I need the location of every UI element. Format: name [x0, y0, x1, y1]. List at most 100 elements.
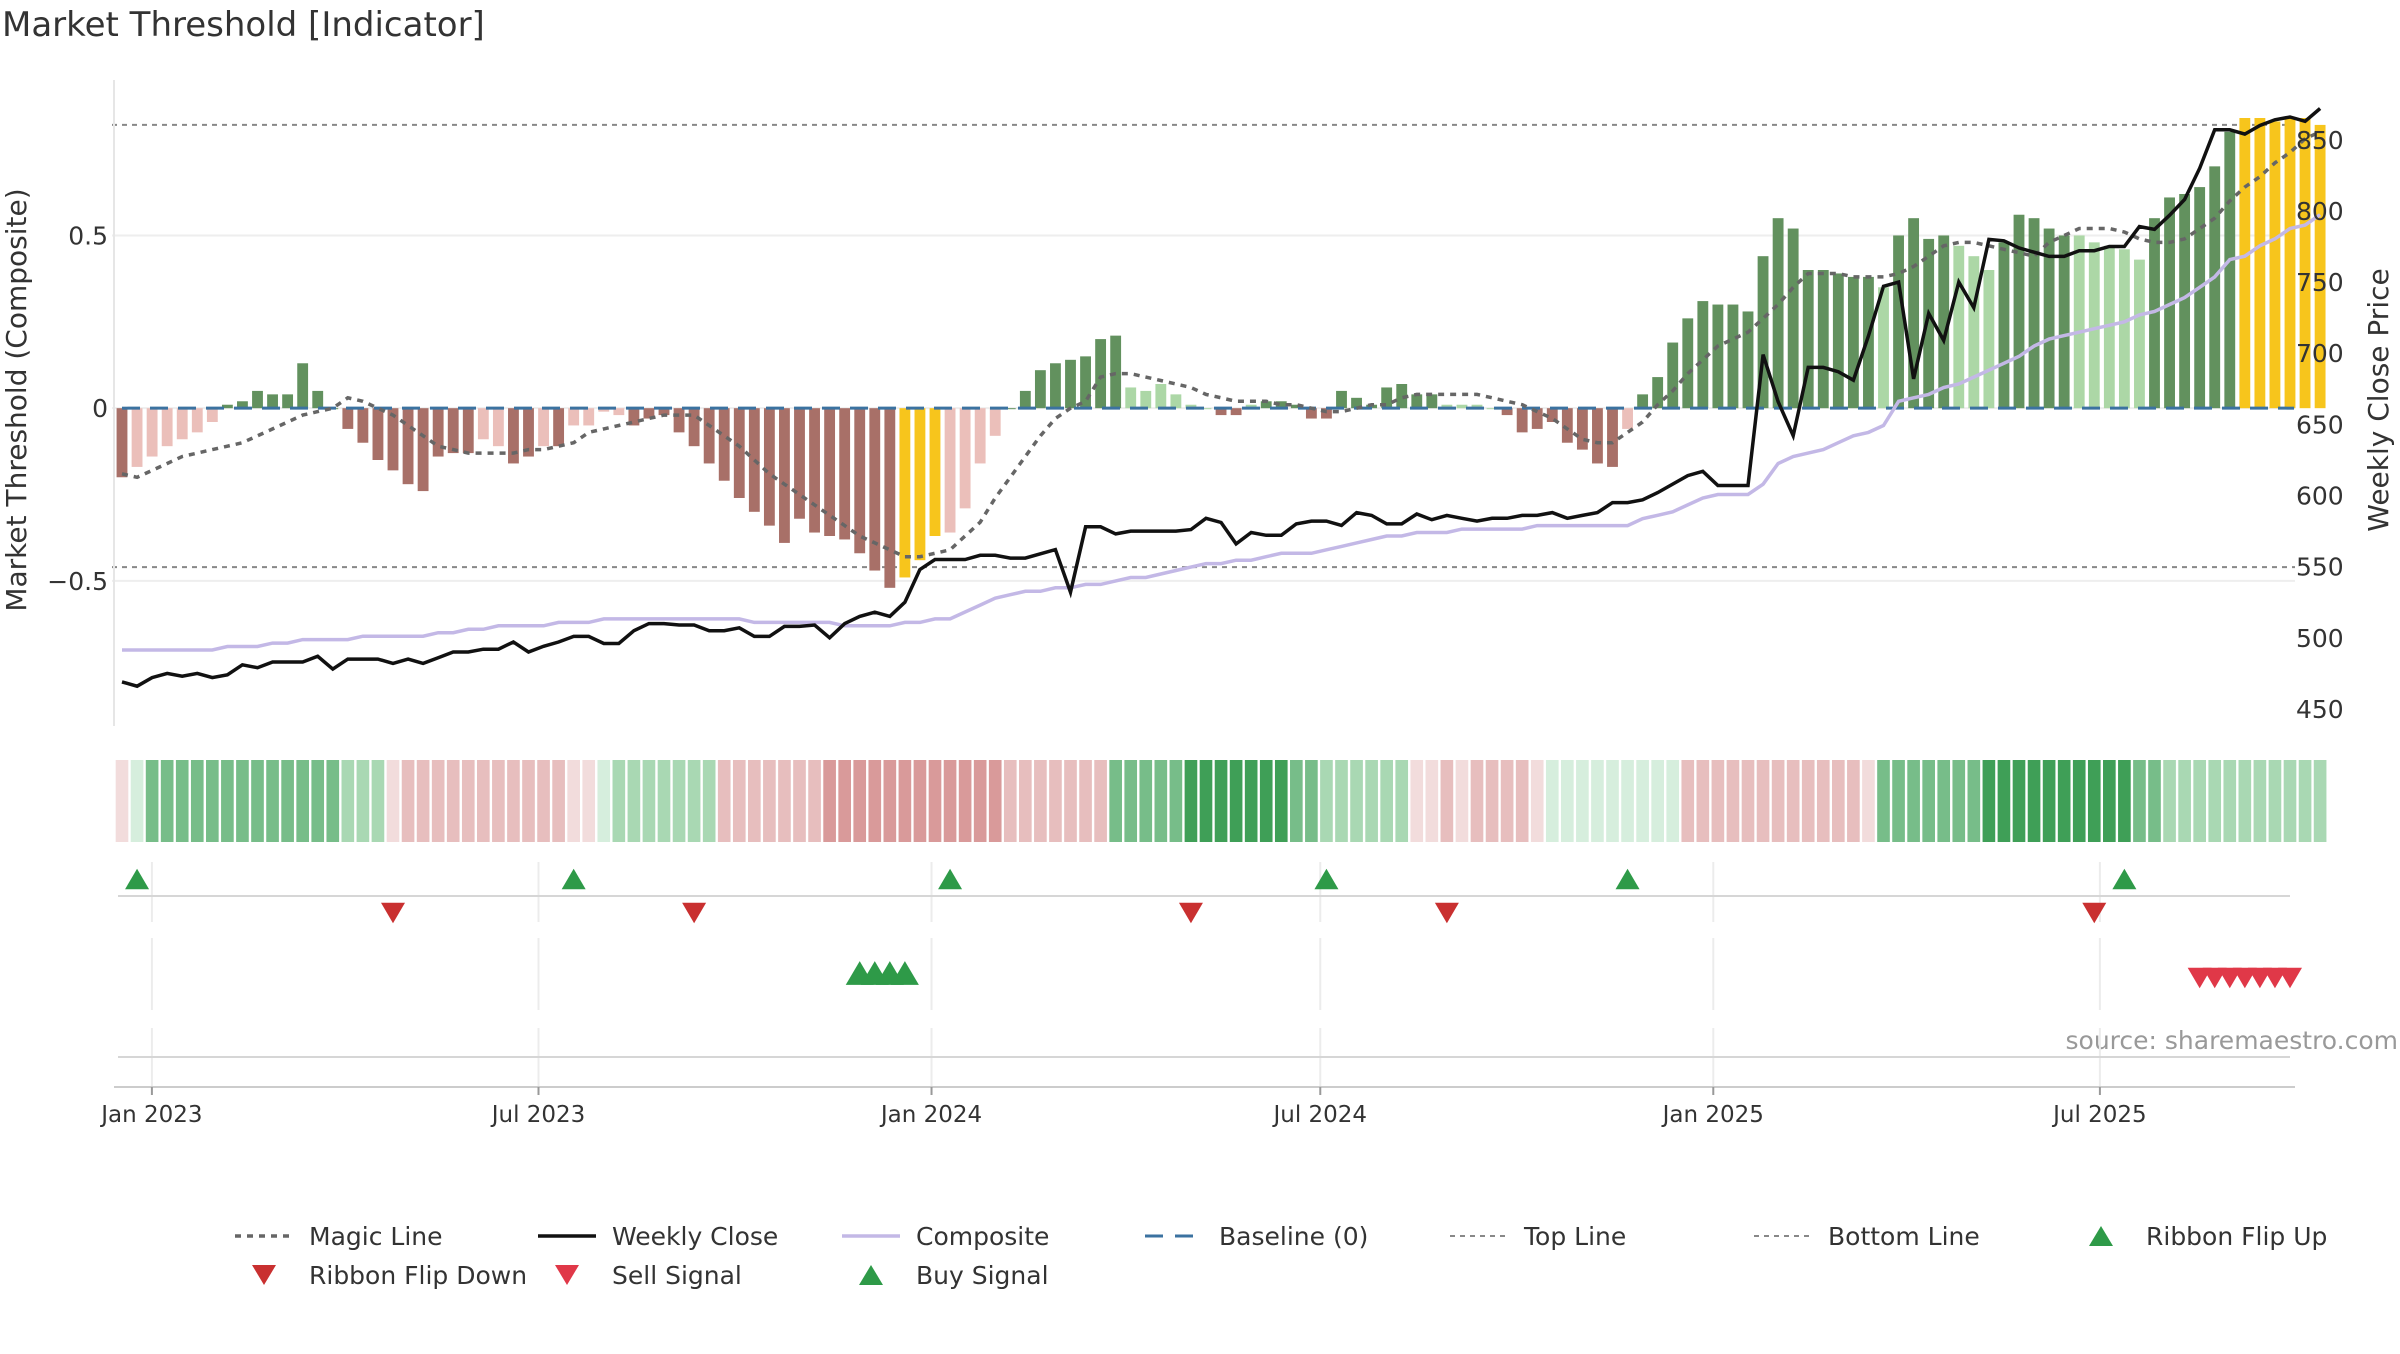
ribbon-cell	[1395, 760, 1409, 842]
ribbon-cell	[1034, 760, 1047, 842]
bar	[1486, 408, 1498, 410]
ribbon-cell	[1907, 760, 1920, 842]
bar	[1998, 242, 2010, 409]
ribbon-cell	[190, 760, 204, 842]
bar	[146, 408, 158, 457]
ribbon-cell	[1470, 760, 1484, 842]
ribbon-cell	[853, 760, 867, 842]
bar	[1893, 235, 1904, 409]
bar	[929, 408, 941, 536]
legend-swatch	[859, 1265, 883, 1285]
legend-label: Magic Line	[309, 1222, 443, 1251]
ribbon-flip-up-marker	[2112, 868, 2137, 890]
ribbon-cell	[1500, 760, 1514, 842]
ribbon-cell	[221, 760, 234, 842]
ribbon-cell	[1591, 760, 1604, 842]
bar	[2013, 214, 2025, 409]
bar	[1034, 370, 1046, 409]
y2-tick-label: 550	[2296, 553, 2344, 582]
bar	[1637, 394, 1649, 409]
bar	[1260, 401, 1272, 409]
bar	[1516, 408, 1528, 433]
ribbon-cell	[868, 760, 882, 842]
bar	[1757, 256, 1769, 409]
ribbon-cell	[1003, 760, 1017, 842]
ribbon-cell	[763, 760, 776, 842]
y2-tick-label: 750	[2296, 268, 2344, 297]
ribbon-cell	[913, 760, 927, 842]
ribbon-cell	[552, 760, 565, 842]
ribbon-cell	[1064, 760, 1077, 842]
bar	[1200, 408, 1212, 410]
bar	[974, 408, 986, 464]
bar	[1501, 408, 1513, 416]
bar	[252, 390, 263, 409]
bar	[688, 408, 700, 447]
bar	[628, 408, 640, 426]
bar	[2179, 194, 2191, 409]
bar	[1185, 404, 1197, 409]
bar	[914, 408, 926, 561]
ribbon-cell	[1425, 760, 1439, 842]
bar	[447, 408, 459, 454]
y2-tick-label: 800	[2296, 197, 2344, 226]
ribbon-cell	[1666, 760, 1680, 842]
ribbon-cell	[597, 760, 611, 842]
ribbon-cell	[1651, 760, 1664, 842]
ribbon-cell	[1816, 760, 1830, 842]
y2-tick-label: 500	[2296, 624, 2344, 653]
composite-bars	[116, 118, 2326, 588]
legend-label: Sell Signal	[612, 1261, 742, 1290]
bar	[1908, 218, 1920, 409]
x-tick-label: Jan 2023	[99, 1102, 202, 1128]
bar	[387, 408, 399, 471]
sell-signal-marker	[2217, 967, 2242, 989]
ribbon-flip-down-marker	[1178, 902, 1203, 924]
ribbon-cell	[281, 760, 294, 842]
bar	[1878, 287, 1889, 409]
ribbon-cell	[1576, 760, 1589, 842]
ribbon-cell	[778, 760, 791, 842]
legend-label: Ribbon Flip Down	[309, 1261, 527, 1290]
ribbon-cell	[1485, 760, 1499, 842]
sell-signal-marker	[2202, 967, 2227, 989]
bar	[763, 408, 775, 526]
ribbon-cell	[1410, 760, 1424, 842]
bar	[161, 408, 173, 447]
legend-swatch	[555, 1265, 579, 1285]
bar	[462, 408, 474, 454]
bar	[1050, 363, 1061, 409]
sell-signal-marker	[2262, 967, 2287, 989]
ribbon-cell	[1832, 760, 1845, 842]
ribbon-cell	[672, 760, 686, 842]
chart-title: Market Threshold [Indicator]	[2, 5, 485, 45]
bar	[809, 408, 820, 533]
ribbon-cell	[1997, 760, 2011, 842]
bar	[1080, 356, 1091, 409]
ribbon-cell	[2042, 760, 2056, 842]
ribbon-cell	[642, 760, 656, 842]
ribbon-cell	[1229, 760, 1243, 842]
ribbon-cell	[416, 760, 430, 842]
bar	[492, 408, 504, 447]
bar	[2073, 235, 2085, 409]
legend-swatch	[2089, 1226, 2113, 1246]
ribbon-flip-up-marker	[125, 868, 150, 890]
ribbon-cell	[1139, 760, 1153, 842]
ribbon-cell	[1154, 760, 1168, 842]
bar	[1863, 276, 1874, 409]
bar	[1305, 408, 1317, 419]
ribbon-cell	[1274, 760, 1288, 842]
ribbon-cell	[2313, 760, 2327, 842]
bar	[869, 408, 881, 571]
bar	[2088, 242, 2100, 409]
ribbon-cell	[883, 760, 897, 842]
ribbon-cell	[793, 760, 806, 842]
bar	[297, 363, 309, 409]
ribbon-cell	[1741, 760, 1755, 842]
legend-label: Buy Signal	[916, 1261, 1049, 1290]
bar	[613, 408, 625, 416]
lines	[121, 107, 2322, 689]
ribbon-cell	[567, 760, 580, 842]
ribbon-cell	[1214, 760, 1228, 842]
